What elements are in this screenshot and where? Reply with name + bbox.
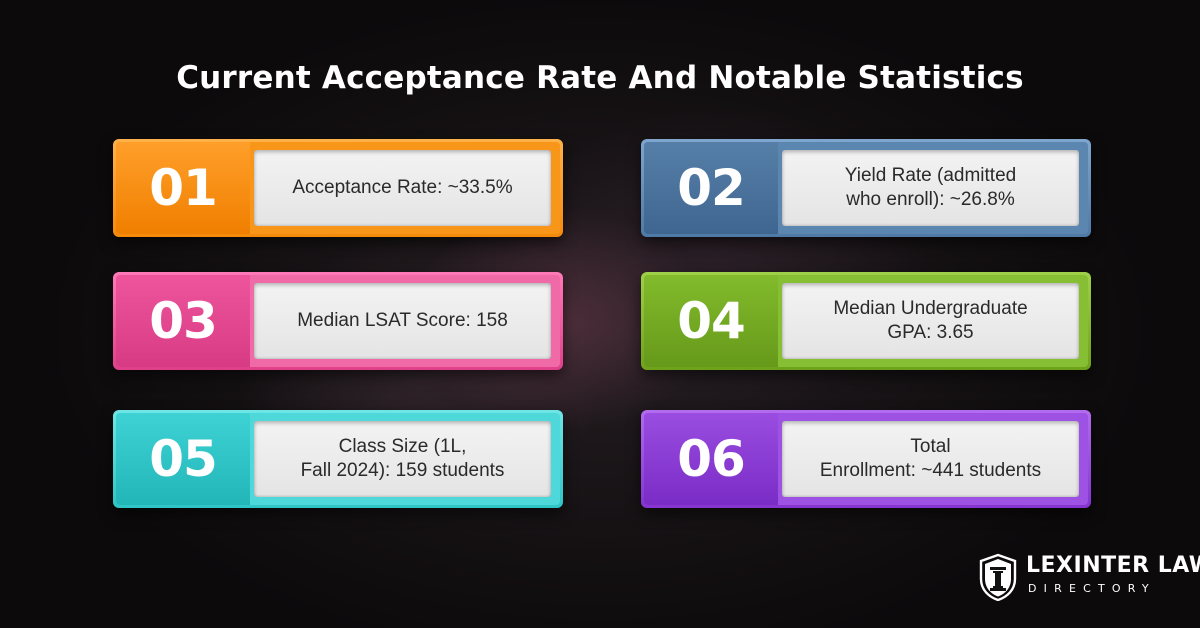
stat-card-median-lsat: 03 Median LSAT Score: 158	[113, 272, 563, 370]
stat-number: 06	[644, 413, 778, 505]
stat-label-line: Fall 2024): 159 students	[300, 460, 505, 481]
stat-number: 05	[116, 413, 250, 505]
stat-card-yield-rate: 02 Yield Rate (admitted who enroll): ~26…	[641, 139, 1091, 237]
pillar-shield-icon	[979, 553, 1017, 601]
stat-label-line: Enrollment: ~441 students	[819, 460, 1042, 481]
stat-label-line: Total	[910, 436, 951, 457]
brand-logo: LEXINTER LAW DIRECTORY	[978, 553, 1200, 603]
stat-label: Acceptance Rate: ~33.5%	[254, 150, 551, 226]
page-title: Current Acceptance Rate And Notable Stat…	[176, 60, 1024, 96]
stat-label-line: GPA: 3.65	[887, 322, 974, 343]
stat-label-line: Median LSAT Score: 158	[297, 310, 508, 331]
stat-label: Class Size (1L, Fall 2024): 159 students	[254, 421, 551, 497]
stat-number: 01	[116, 142, 250, 234]
stat-label-line: Acceptance Rate: ~33.5%	[292, 177, 513, 198]
stat-card-class-size: 05 Class Size (1L, Fall 2024): 159 stude…	[113, 410, 563, 508]
stat-label-line: Median Undergraduate	[833, 298, 1028, 319]
stat-label-line: Yield Rate (admitted	[844, 165, 1017, 186]
stat-label: Median Undergraduate GPA: 3.65	[782, 283, 1079, 359]
stat-label: Median LSAT Score: 158	[254, 283, 551, 359]
stat-label-line: Class Size (1L,	[338, 436, 467, 457]
stat-number: 02	[644, 142, 778, 234]
logo-name: LEXINTER LAW	[1026, 553, 1200, 578]
stat-label: Total Enrollment: ~441 students	[782, 421, 1079, 497]
logo-subtitle: DIRECTORY	[1028, 582, 1156, 595]
stat-number: 03	[116, 275, 250, 367]
stat-card-acceptance-rate: 01 Acceptance Rate: ~33.5%	[113, 139, 563, 237]
stat-card-total-enrollment: 06 Total Enrollment: ~441 students	[641, 410, 1091, 508]
stat-label-line: who enroll): ~26.8%	[846, 189, 1015, 210]
stat-card-median-gpa: 04 Median Undergraduate GPA: 3.65	[641, 272, 1091, 370]
stat-number: 04	[644, 275, 778, 367]
stat-label: Yield Rate (admitted who enroll): ~26.8%	[782, 150, 1079, 226]
